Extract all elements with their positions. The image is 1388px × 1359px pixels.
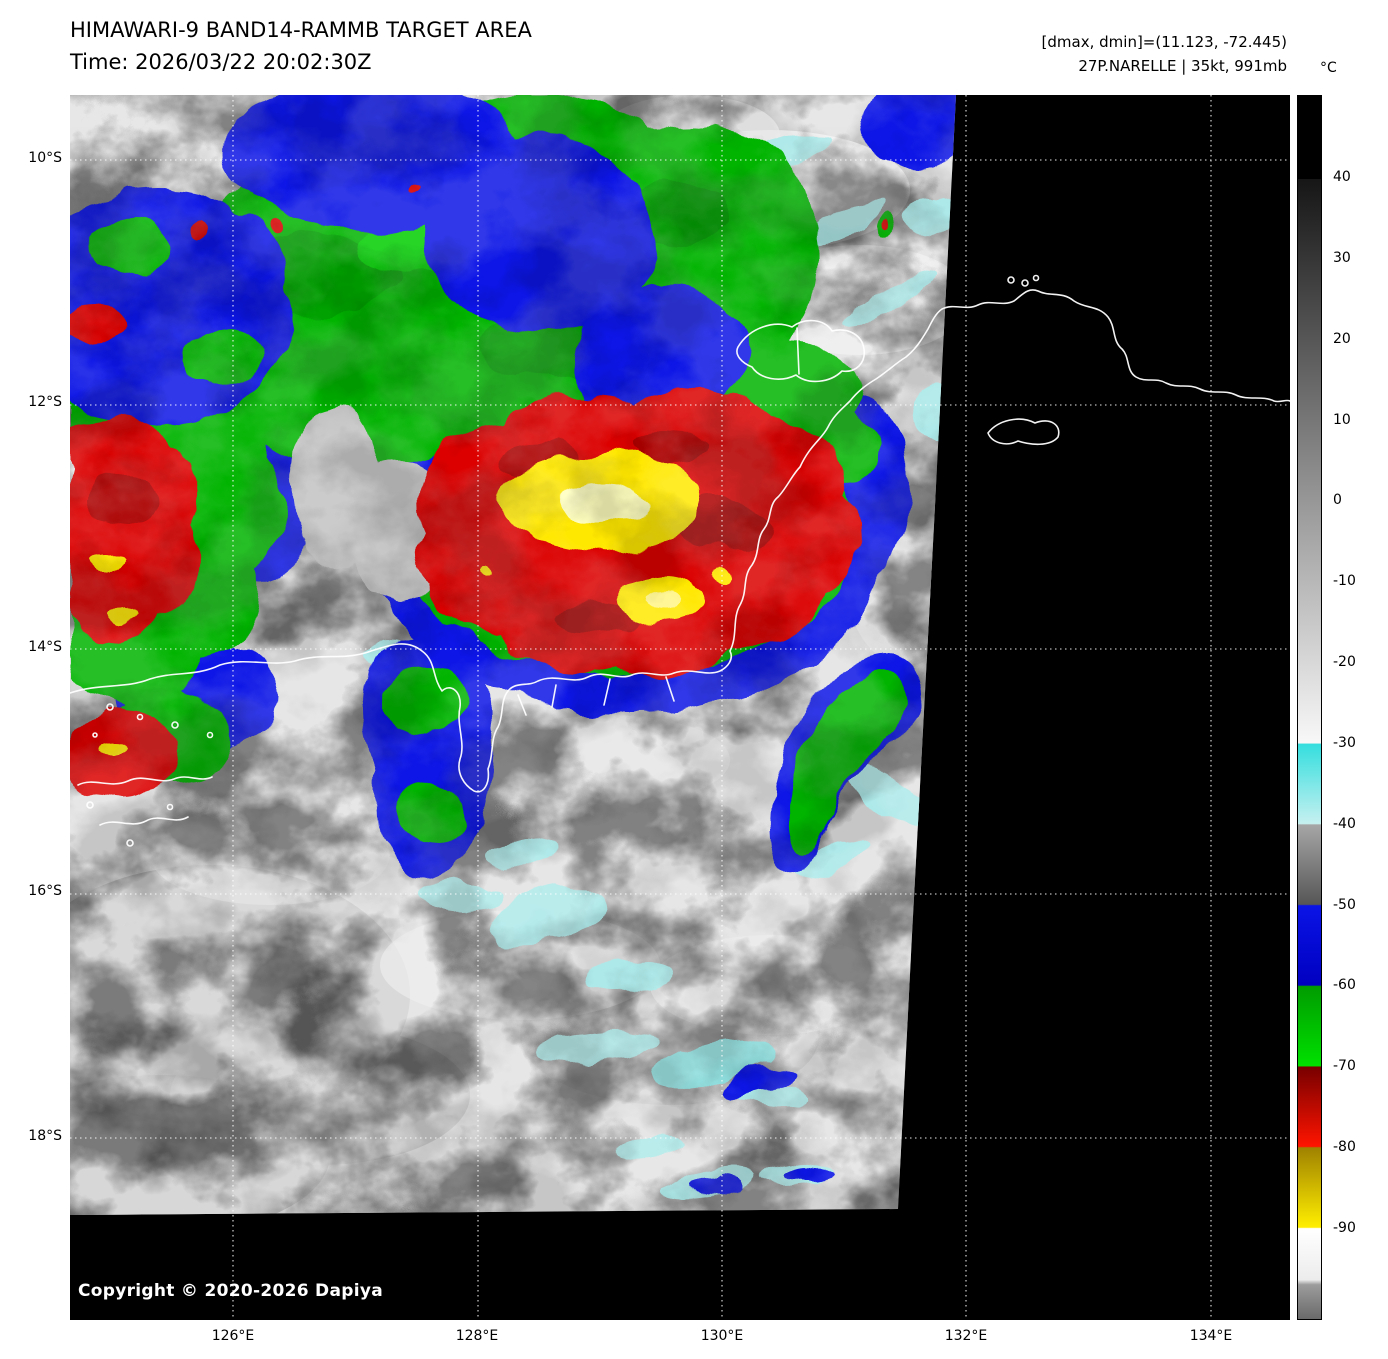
coastlines [70,274,1290,847]
colorbar-tick: 10 [1333,412,1351,428]
colorbar-tick: 40 [1333,169,1351,185]
colorbar-tick: -30 [1333,735,1356,751]
lat-label: 12°S [28,394,62,410]
lon-label: 130°E [700,1328,744,1344]
satellite-map: Copyright © 2020-2026 Dapiya [70,95,1290,1320]
colorbar-tick: -20 [1333,654,1356,670]
dmax-dmin-readout: [dmax, dmin]=(11.123, -72.445) [1041,33,1287,51]
cloud-texture-overlay-dark [70,95,956,1215]
lat-label: 16°S [28,883,62,899]
satellite-swath [70,95,956,1215]
temperature-colorbar [1297,95,1322,1320]
colorbar-tick: 20 [1333,331,1351,347]
lon-label: 132°E [944,1328,988,1344]
lat-label: 10°S [28,150,62,166]
gridlines [70,95,1290,1320]
copyright-text: Copyright © 2020-2026 Dapiya [78,1281,383,1301]
colorbar-tick: -10 [1333,573,1356,589]
colorbar-tick: 0 [1333,492,1342,508]
lat-label: 18°S [28,1128,62,1144]
lon-label: 126°E [211,1328,255,1344]
colorbar-unit-label: °C [1320,60,1337,76]
header-meta: [dmax, dmin]=(11.123, -72.445) 27P.NAREL… [1042,30,1287,78]
colorbar-tick: -40 [1333,816,1356,832]
colorbar-tick: -80 [1333,1139,1356,1155]
colorbar-tick: -60 [1333,977,1356,993]
colorbar-tick: -90 [1333,1220,1356,1236]
colorbar-tick: 30 [1333,250,1351,266]
colorbar-tick: -50 [1333,897,1356,913]
lon-label: 134°E [1189,1328,1233,1344]
timestamp: Time: 2026/03/22 20:02:30Z [70,50,372,74]
page-title: HIMAWARI-9 BAND14-RAMMB TARGET AREA [70,18,532,42]
storm-info: 27P.NARELLE | 35kt, 991mb [1078,57,1287,75]
colorbar-tick: -70 [1333,1058,1356,1074]
satellite-image-svg [70,95,1290,1320]
lat-label: 14°S [28,639,62,655]
lon-label: 128°E [455,1328,499,1344]
